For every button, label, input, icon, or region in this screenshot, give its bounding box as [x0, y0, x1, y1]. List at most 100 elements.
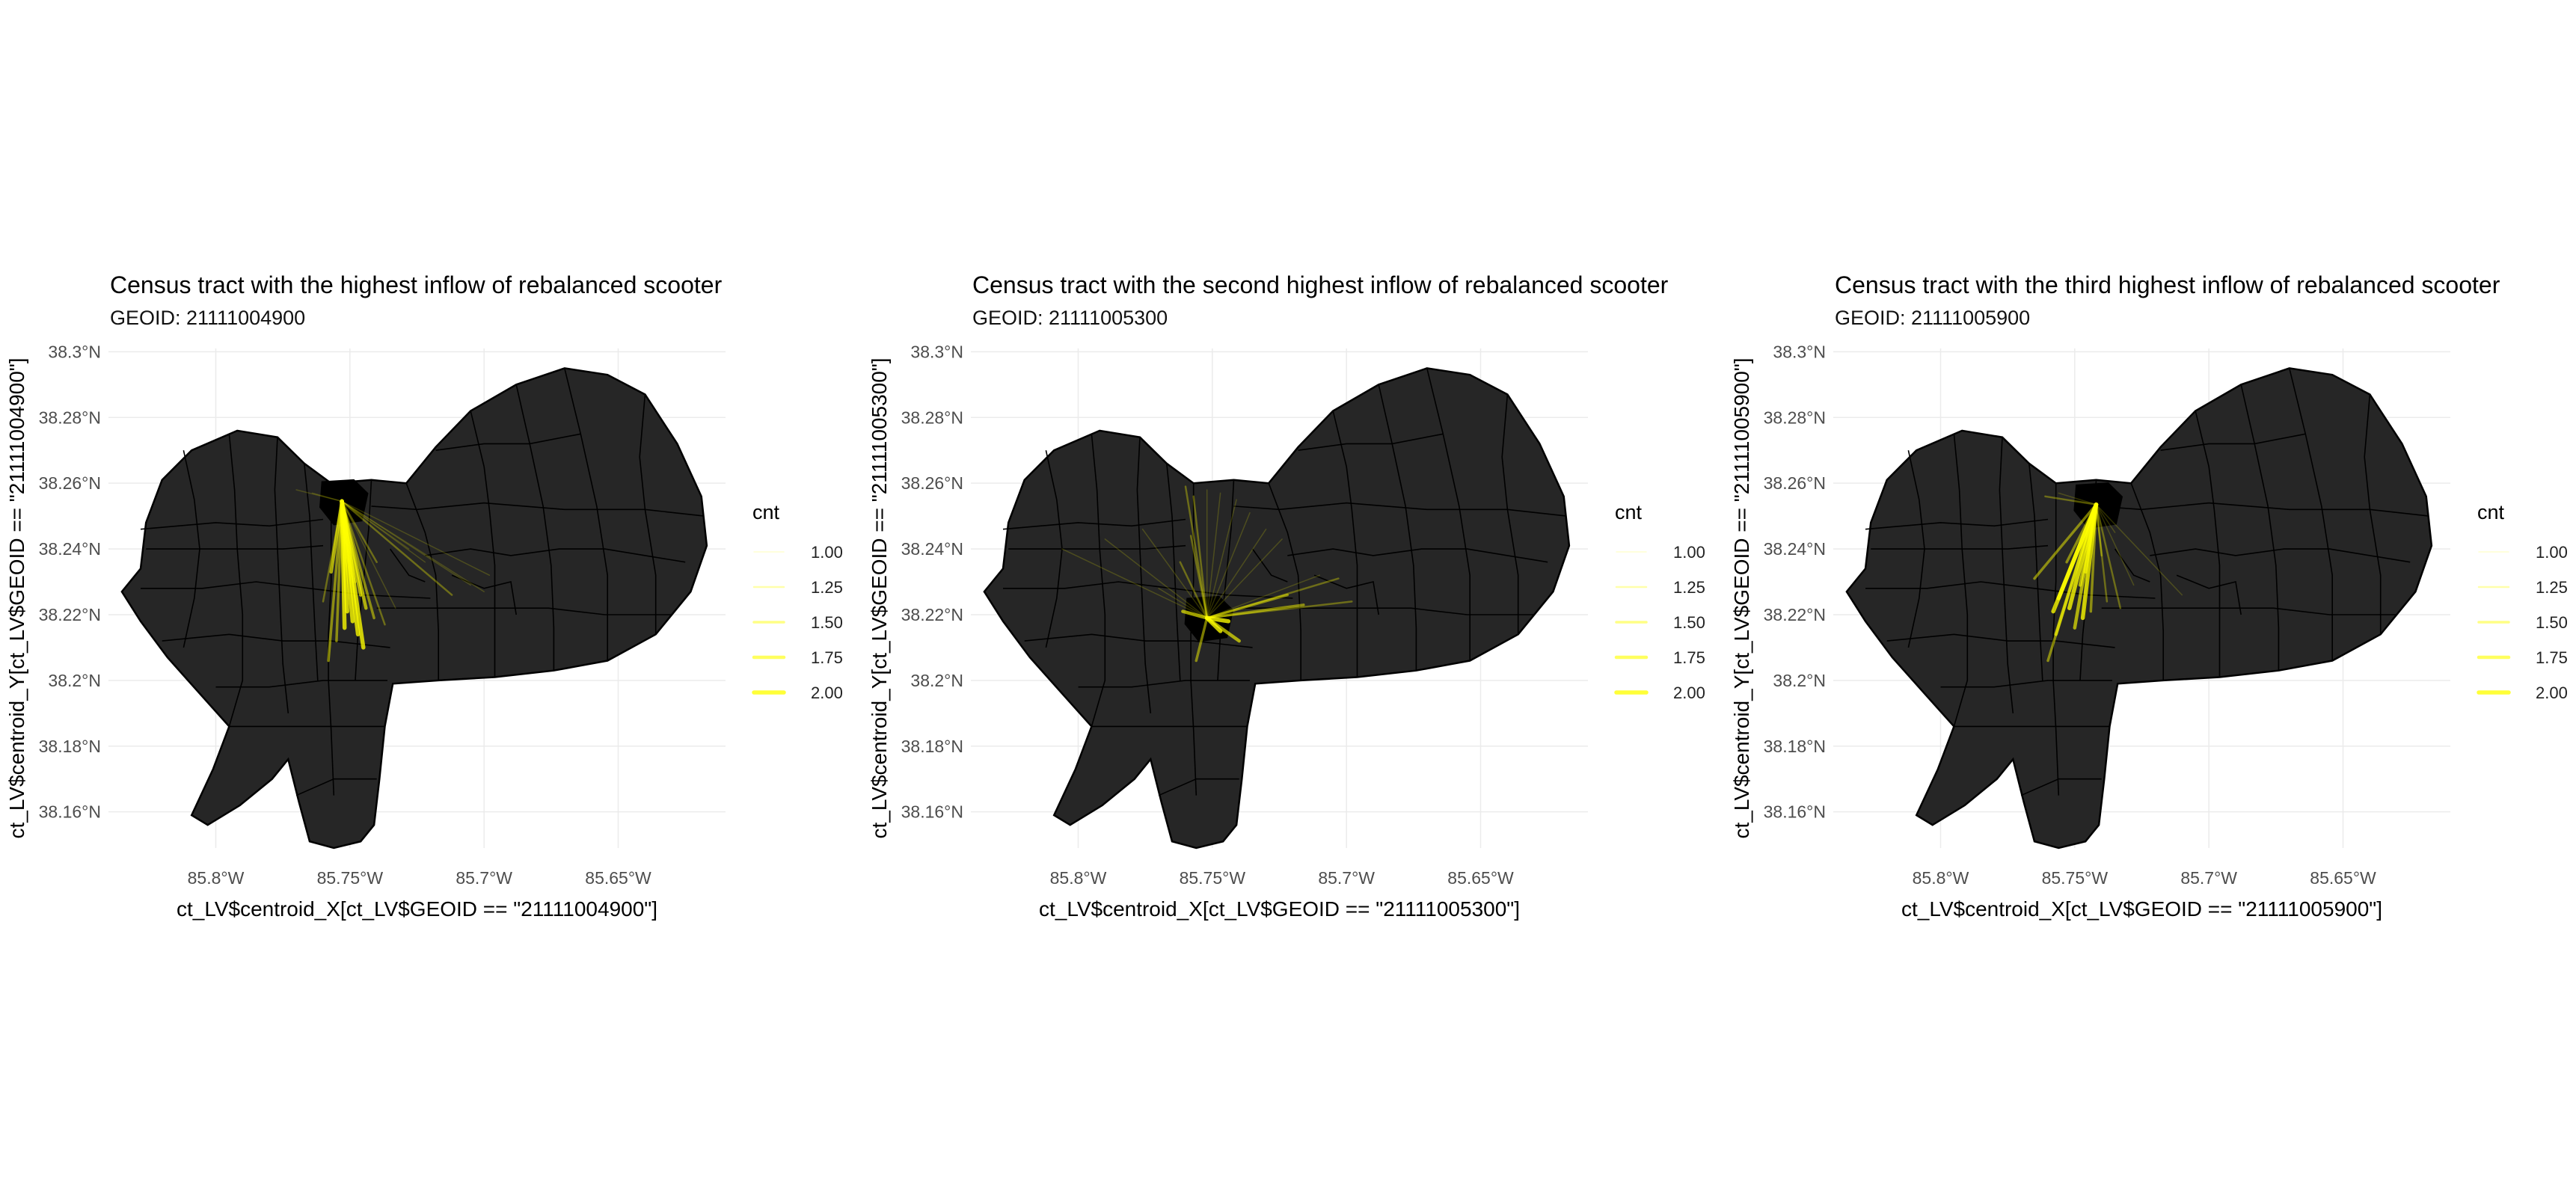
tract-boundary: [564, 368, 608, 661]
flow-line: [340, 500, 378, 563]
panel-subtitle: GEOID: 21111004900: [110, 307, 305, 329]
tract-boundary: [1091, 434, 1106, 727]
legend-label: 1.50: [811, 613, 843, 632]
x-axis-title: ct_LV$centroid_X[ct_LV$GEOID == "2111100…: [1039, 897, 1520, 921]
tract-boundary: [470, 411, 496, 678]
flow-line: [1061, 548, 1208, 619]
tract-boundary: [1287, 548, 1548, 563]
y-axis-title: ct_LV$centroid_Y[ct_LV$GEOID == "2111100…: [1730, 357, 1753, 838]
tract-boundary: [146, 544, 324, 550]
flow-line: [2095, 503, 2109, 603]
legend-title: cnt: [2477, 501, 2505, 523]
tract-boundary: [1217, 479, 1235, 680]
flow-line: [2095, 503, 2116, 533]
legend-label: 1.00: [811, 543, 843, 562]
flow-line: [341, 500, 396, 609]
tract-boundary: [274, 437, 289, 713]
legend-label: 1.75: [2536, 648, 2568, 667]
flow-line: [329, 500, 344, 574]
panel-3: Census tract with the third highest infl…: [1730, 271, 2568, 921]
tract-boundary: [1501, 394, 1519, 635]
x-tick-label: 85.7°W: [1318, 868, 1375, 888]
flow-line: [1206, 577, 1340, 619]
legend-label: 1.75: [811, 648, 843, 667]
tract-boundary: [2096, 502, 2429, 517]
flow-line: [1206, 528, 1267, 619]
y-tick-label: 38.28°N: [901, 408, 963, 427]
y-tick-label: 38.22°N: [901, 605, 963, 624]
x-tick-label: 85.8°W: [1913, 868, 1969, 888]
panel-subtitle: GEOID: 21111005300: [972, 307, 1168, 329]
tract-boundary: [405, 482, 439, 680]
x-tick-label: 85.8°W: [1050, 868, 1107, 888]
flow-line: [1204, 615, 1231, 624]
flow-line: [340, 500, 363, 597]
flow-lines: [2033, 492, 2183, 663]
tract-boundary: [2289, 368, 2333, 661]
tract-boundary: [639, 394, 657, 635]
tract-boundary: [1136, 437, 1152, 713]
flow-line: [2065, 503, 2098, 564]
tract-boundary: [451, 574, 517, 615]
y-tick-label: 38.18°N: [39, 737, 101, 756]
tract-boundary: [1003, 581, 1293, 599]
y-tick-label: 38.26°N: [901, 473, 963, 493]
y-tick-label: 38.3°N: [910, 342, 963, 361]
tract-boundary: [355, 479, 372, 680]
flow-line: [1206, 600, 1353, 619]
y-tick-label: 38.22°N: [1764, 605, 1826, 624]
legend-label: 1.50: [2536, 613, 2568, 632]
y-tick-label: 38.24°N: [901, 539, 963, 559]
legend: cnt 1.00 1.25 1.50 1.75 2.00: [2477, 501, 2568, 702]
flow-line: [2095, 503, 2135, 586]
x-tick-label: 85.65°W: [2310, 868, 2376, 888]
tract-boundary: [1871, 544, 2049, 550]
x-axis-title: ct_LV$centroid_X[ct_LV$GEOID == "2111100…: [177, 897, 657, 921]
flow-line: [1181, 609, 1209, 620]
flow-line: [295, 489, 343, 503]
flow-line: [1206, 499, 1237, 619]
tract-boundary: [1166, 463, 1181, 680]
tract-boundary: [1078, 680, 1250, 688]
tract-boundary: [1268, 482, 1301, 680]
y-tick-label: 38.24°N: [39, 539, 101, 559]
tract-boundary: [1332, 411, 1358, 678]
legend-label: 1.25: [1673, 578, 1705, 597]
flow-line: [1184, 485, 1208, 619]
x-tick-label: 85.8°W: [188, 868, 245, 888]
y-tick-label: 38.18°N: [1764, 737, 1826, 756]
flow-line: [340, 500, 357, 583]
tract-boundary: [1002, 518, 1186, 530]
flow-line: [327, 500, 343, 663]
tract-boundary: [162, 633, 390, 648]
flow-line: [1192, 495, 1208, 619]
legend-title: cnt: [1615, 501, 1643, 523]
flow-line: [1206, 574, 1321, 619]
flow-line: [2033, 503, 2098, 580]
legend-label: 1.25: [811, 578, 843, 597]
flow-line: [341, 500, 491, 576]
flow-line: [1206, 492, 1221, 619]
y-tick-label: 38.16°N: [1764, 802, 1826, 822]
tract-boundary: [376, 607, 672, 615]
flow-line: [2095, 503, 2103, 557]
flow-line: [340, 499, 347, 630]
flow-line: [2058, 492, 2097, 506]
tract-boundary: [1378, 384, 1417, 671]
legend-label: 1.50: [1673, 613, 1705, 632]
panel-title: Census tract with the second highest inf…: [972, 271, 1669, 298]
legend-label: 1.75: [1673, 648, 1705, 667]
tract-boundary: [371, 502, 705, 517]
tract-boundary: [2176, 574, 2242, 615]
flow-line: [340, 500, 386, 626]
panel-title: Census tract with the third highest infl…: [1835, 271, 2500, 298]
y-tick-label: 38.26°N: [1764, 473, 1826, 493]
tract-boundary: [435, 433, 581, 451]
tract-boundary: [328, 483, 335, 796]
flow-line: [341, 500, 410, 550]
x-tick-label: 85.75°W: [317, 868, 384, 888]
x-tick-label: 85.7°W: [2180, 868, 2237, 888]
tract-boundary: [1907, 450, 1925, 648]
y-tick-label: 38.16°N: [39, 802, 101, 822]
